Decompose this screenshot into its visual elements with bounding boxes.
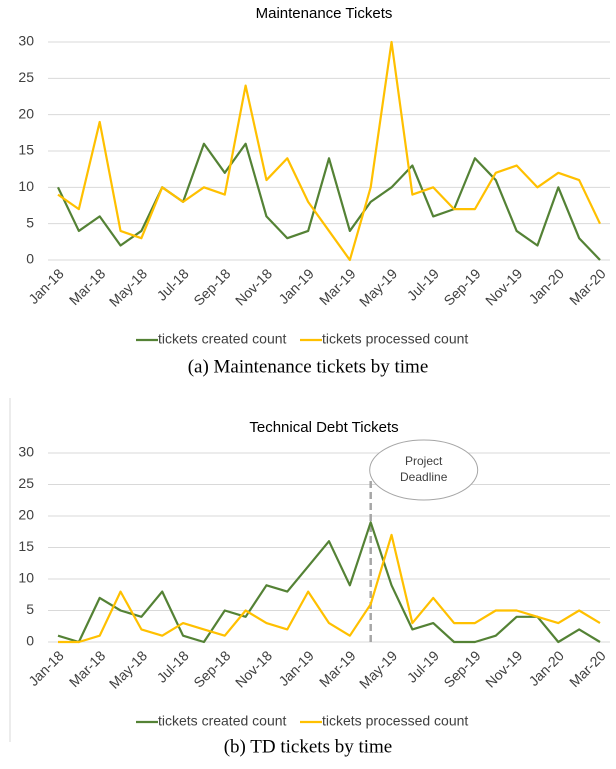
- series-line: [57, 40, 601, 262]
- x-tick-label: Sep-19: [440, 647, 483, 690]
- x-tick-label: Jul-18: [154, 265, 192, 303]
- y-tick-label: 30: [18, 33, 34, 49]
- y-tick-label: 25: [18, 69, 34, 85]
- x-tick-label: May-19: [356, 647, 400, 691]
- x-tick-label: Jan-20: [525, 265, 567, 307]
- x-tick-label: May-19: [356, 265, 400, 309]
- y-tick-label: 15: [18, 538, 34, 554]
- x-tick-label: Mar-19: [316, 265, 359, 308]
- x-tick-label: Sep-18: [190, 265, 233, 308]
- y-tick-label: 10: [18, 570, 34, 586]
- x-tick-label: May-18: [106, 647, 150, 691]
- x-tick-label: Jul-19: [404, 265, 442, 303]
- x-tick-label: Jan-19: [275, 647, 317, 689]
- x-tick-label: Mar-19: [316, 647, 359, 690]
- annotation-bubble: [369, 439, 479, 501]
- legend-label: tickets created count: [158, 331, 287, 347]
- x-tick-label: Jul-18: [154, 647, 192, 685]
- y-tick-label: 10: [18, 178, 34, 194]
- legend-label: tickets processed count: [322, 713, 468, 729]
- y-tick-label: 25: [18, 475, 34, 491]
- x-tick-label: Jan-19: [275, 265, 317, 307]
- x-tick-label: May-18: [106, 265, 150, 309]
- chart-title: Maintenance Tickets: [256, 5, 393, 22]
- x-tick-label: Sep-18: [190, 647, 233, 690]
- annotation-text: Project Deadline: [400, 454, 448, 484]
- x-tick-label: Mar-20: [566, 647, 609, 690]
- x-tick-label: Nov-19: [482, 647, 525, 690]
- x-tick-label: Jan-18: [25, 647, 67, 689]
- x-tick-label: Nov-19: [482, 265, 525, 308]
- caption: (a) Maintenance tickets by time: [188, 356, 429, 377]
- x-tick-label: Jan-20: [525, 647, 567, 689]
- annotation-box: Project Deadline: [400, 454, 448, 484]
- legend-label: tickets processed count: [322, 331, 468, 347]
- y-tick-label: 0: [26, 251, 34, 267]
- series-line: [57, 521, 601, 644]
- x-tick-label: Mar-18: [66, 647, 109, 690]
- y-tick-label: 5: [26, 601, 34, 617]
- y-tick-label: 20: [18, 507, 34, 523]
- x-tick-label: Mar-18: [66, 265, 109, 308]
- y-tick-label: 20: [18, 105, 34, 121]
- y-tick-label: 15: [18, 142, 34, 158]
- x-tick-label: Jan-18: [25, 265, 67, 307]
- chart-title: Technical Debt Tickets: [249, 419, 398, 436]
- x-tick-label: Mar-20: [566, 265, 609, 308]
- x-tick-label: Jul-19: [404, 647, 442, 685]
- series-line: [57, 142, 601, 261]
- series-line: [58, 533, 601, 644]
- caption: (b) TD tickets by time: [224, 736, 393, 757]
- y-tick-label: 30: [18, 444, 34, 460]
- x-tick-label: Sep-19: [440, 265, 483, 308]
- y-tick-label: 0: [26, 633, 34, 649]
- y-tick-label: 5: [26, 214, 34, 230]
- legend-label: tickets created count: [158, 713, 287, 729]
- x-tick-label: Nov-18: [232, 265, 275, 308]
- x-tick-label: Nov-18: [232, 647, 275, 690]
